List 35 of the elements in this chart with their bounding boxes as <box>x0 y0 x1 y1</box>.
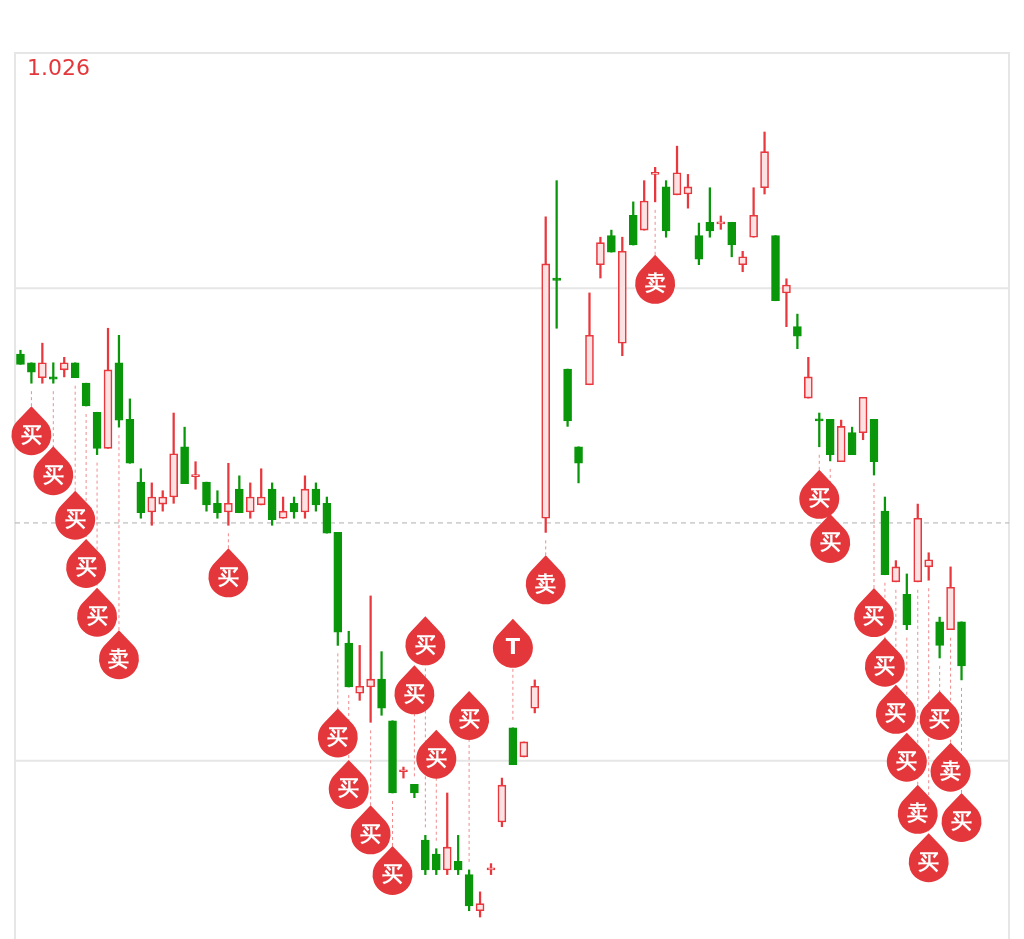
text: 买 <box>414 632 436 657</box>
text: 卖 <box>535 571 557 596</box>
text: 买 <box>896 749 918 774</box>
text: 1.026 <box>27 54 90 80</box>
candlestick <box>399 766 408 779</box>
text: 买 <box>20 422 42 447</box>
text: 买 <box>403 681 425 706</box>
text: 买 <box>360 821 382 846</box>
text: 买 <box>425 746 447 771</box>
text: 买 <box>75 555 97 580</box>
text: 买 <box>929 707 951 732</box>
text: 买 <box>327 724 349 749</box>
candlestick <box>782 278 791 328</box>
text: 买 <box>874 654 896 679</box>
candlestick <box>191 461 200 490</box>
text: 买 <box>819 530 841 555</box>
text: 买 <box>458 707 480 732</box>
text: 买 <box>808 486 830 511</box>
text: T <box>505 635 521 660</box>
text: 买 <box>863 604 885 629</box>
candlestick <box>224 462 233 526</box>
text: 卖 <box>644 271 666 296</box>
text: 卖 <box>940 759 962 784</box>
text: 买 <box>918 849 940 874</box>
candlestick <box>793 313 802 349</box>
text: 买 <box>885 701 907 726</box>
text: 买 <box>338 776 360 801</box>
text: 买 <box>64 507 86 532</box>
text: 卖 <box>108 646 130 671</box>
text: 买 <box>42 462 64 487</box>
text: 买 <box>951 809 973 834</box>
text: 买 <box>382 862 404 887</box>
text: 买 <box>86 604 108 629</box>
text: 卖 <box>907 801 929 826</box>
text: 买 <box>217 564 239 589</box>
